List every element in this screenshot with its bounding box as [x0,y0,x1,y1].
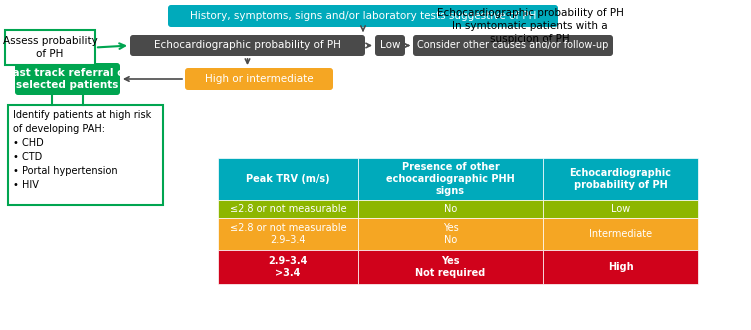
Bar [358,158,543,200]
Text: Intermediate: Intermediate [589,229,652,239]
FancyBboxPatch shape [15,63,120,95]
FancyBboxPatch shape [5,30,95,65]
Text: Identify patients at high risk
of developing PAH:
• CHD
• CTD
• Portal hypertens: Identify patients at high risk of develo… [13,110,151,190]
Text: Echocardiographic probability of PH
In symtomatic patients with a
suspicion of P: Echocardiographic probability of PH In s… [436,8,623,45]
Text: Low: Low [380,41,400,50]
Text: High: High [608,262,633,272]
Text: Yes
No: Yes No [442,223,458,245]
Text: Echocardiographic
probability of PH: Echocardiographic probability of PH [569,168,671,190]
Text: Consider other causes and/or follow-up: Consider other causes and/or follow-up [418,41,609,50]
Text: Low: Low [611,204,630,214]
FancyBboxPatch shape [185,68,333,90]
Text: Peak TRV (m/s): Peak TRV (m/s) [246,174,330,184]
Bar [358,218,543,250]
FancyBboxPatch shape [413,35,613,56]
Text: Echocardiographic probability of PH: Echocardiographic probability of PH [154,41,341,50]
FancyBboxPatch shape [130,35,365,56]
Text: Fast track referral of
selected patients: Fast track referral of selected patients [6,68,129,90]
Bar [543,218,698,250]
Text: ≤2.8 or not measurable
2.9–3.4: ≤2.8 or not measurable 2.9–3.4 [230,223,346,245]
Text: ≤2.8 or not measurable: ≤2.8 or not measurable [230,204,346,214]
Text: Presence of other
echocardiographic PHH
signs: Presence of other echocardiographic PHH … [386,162,515,196]
FancyBboxPatch shape [8,105,163,205]
Bar [543,158,698,200]
Text: Assess probability
of PH: Assess probability of PH [2,36,98,59]
Bar [218,250,358,284]
Bar [543,200,698,218]
Bar [358,250,543,284]
Text: High or intermediate: High or intermediate [205,74,313,84]
Text: 2.9–3.4
>3.4: 2.9–3.4 >3.4 [268,256,308,278]
Bar [543,250,698,284]
Text: No: No [444,204,457,214]
Bar [218,158,358,200]
Text: History, symptoms, signs and/or laboratory tests suggestive of PH: History, symptoms, signs and/or laborato… [190,11,536,21]
Text: Yes
Not required: Yes Not required [415,256,486,278]
FancyBboxPatch shape [375,35,405,56]
Bar [218,200,358,218]
FancyBboxPatch shape [168,5,558,27]
Bar [358,200,543,218]
Bar [218,218,358,250]
